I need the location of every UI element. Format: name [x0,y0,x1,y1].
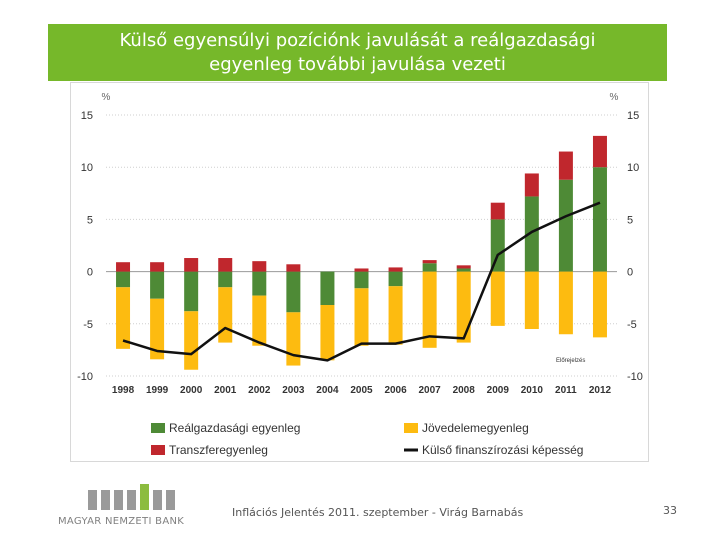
legend-label: Transzferegyenleg [169,443,268,457]
bar-real-economy [490,219,505,272]
y-tick-right: -10 [627,371,643,383]
bar-transfer [592,135,607,168]
bar-transfer [218,258,233,272]
bar-income [558,271,573,335]
y-tick-right: 0 [627,267,633,279]
bar-real-economy [592,167,607,272]
bar-transfer [490,202,505,220]
bar-real-economy [422,263,437,272]
bar-income [422,271,437,348]
bar-transfer [422,260,437,264]
bar-income [490,271,505,326]
bar-real-economy [456,268,471,272]
legend-swatch [404,423,418,433]
bar-income [252,295,267,346]
x-tick: 2012 [589,385,612,396]
bar-transfer [388,267,403,272]
y-tick-left: 15 [81,110,93,122]
bar-income [184,311,199,370]
line-external-financing [122,201,601,362]
bar-real-economy [558,179,573,272]
bar-transfer [252,261,267,272]
legend-swatch [151,423,165,433]
y-tick-left: 5 [87,214,93,226]
bar-real-economy [354,271,369,289]
logo-bars-icon [88,484,175,510]
logo-text: MAGYAR NEMZETI BANK [58,516,185,527]
x-tick: 2003 [282,385,305,396]
legend-swatch [151,445,165,455]
x-tick: 2009 [487,385,510,396]
bar-income [116,287,131,349]
chart-frame: 15 15 10 10 5 5 0 0 -5 -5 -10 -10%% 1998 1999 2000 2001… [70,82,649,462]
bar-real-economy [252,271,267,296]
page-number: 33 [663,504,677,517]
bar-real-economy [286,271,301,313]
x-tick: 2007 [419,385,442,396]
y-unit-right: % [610,92,619,103]
legend-label: Reálgazdasági egyenleg [169,421,300,435]
y-tick-left: -10 [77,371,93,383]
bar-real-economy [116,271,131,288]
title-line-1: Külső egyensúlyi pozíciónk javulását a r… [119,29,596,51]
bar-transfer [286,264,301,272]
bar-transfer [558,151,573,180]
chart: 15 15 10 10 5 5 0 0 -5 -5 -10 -10% % 1998 1999 2000 2001… [77,92,643,457]
legend-label: Jövedelemegyenleg [422,421,529,435]
y-tick-left: 0 [87,267,93,279]
bar-real-economy [218,271,233,288]
footer-text: Inflációs Jelentés 2011. szeptember - Vi… [232,506,524,519]
bar-income [286,312,301,366]
title-line-2: egyenleg további javulása vezeti [209,53,506,75]
x-tick: 2010 [521,385,544,396]
bar-transfer [354,268,369,272]
bar-transfer [456,265,471,269]
x-tick: 2002 [248,385,271,396]
bar-real-economy [184,271,199,312]
x-tick: 2006 [384,385,407,396]
bar-income [456,271,471,343]
bar-income [320,305,335,361]
legend-label: Külső finanszírozási képesség [422,443,583,457]
bar-transfer [116,262,131,272]
x-tick: 2000 [180,385,203,396]
x-tick: 2005 [350,385,373,396]
bar-income [218,287,233,343]
bar-transfer [150,262,165,272]
bar-income [592,271,607,338]
bar-income [354,288,369,346]
y-unit-left: % [102,92,111,103]
forecast-annotation: Előrejelzés [556,358,585,364]
y-tick-right: 15 [627,110,639,122]
x-tick: 2008 [453,385,476,396]
title-bar: Külső egyensúlyi pozíciónk javulását a r… [48,24,667,81]
x-tick: 2001 [214,385,237,396]
mnb-logo: MAGYAR NEMZETI BANK [54,480,204,530]
bar-transfer [184,258,199,272]
bar-income [524,271,539,330]
y-tick-right: 5 [627,214,633,226]
y-tick-left: -5 [83,319,93,331]
x-tick: 2011 [555,385,577,396]
bar-real-economy [150,271,165,299]
bar-real-economy [320,271,335,306]
bar-real-economy [524,196,539,272]
bar-income [150,298,165,360]
y-tick-right: 10 [627,162,639,174]
y-tick-left: 10 [81,162,93,174]
bar-income [388,286,403,345]
bar-transfer [524,173,539,197]
x-tick: 1998 [112,385,135,396]
bar-real-economy [388,271,403,287]
x-tick: 1999 [146,385,169,396]
x-tick: 2004 [316,385,339,396]
y-tick-right: -5 [627,319,637,331]
